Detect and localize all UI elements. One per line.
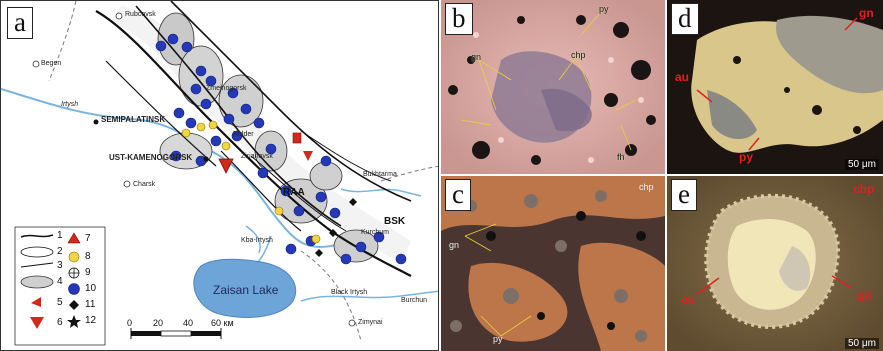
mineral-label-chp: chp (571, 50, 586, 60)
panel-label-d: d (671, 3, 699, 35)
legend-4: 4 (57, 276, 63, 287)
legend-2: 2 (57, 246, 63, 257)
legend-1: 1 (57, 230, 63, 241)
zone-bsk: BSK (384, 216, 406, 227)
mineral-label-py: py (599, 4, 609, 14)
zone-raa: RAA (283, 187, 305, 198)
micrograph-d (667, 0, 883, 174)
legend-7: 7 (85, 233, 91, 244)
mineral-label-chp: chp (853, 182, 875, 196)
place-ridder: Ridder (233, 131, 254, 138)
micrograph-e (667, 176, 883, 351)
place-zmeinogorsk: Zmeinogorsk (206, 85, 247, 92)
mineral-label-gn: gn (471, 52, 482, 62)
mineral-label-gn: gn (857, 288, 872, 302)
scale-bar-label: 50 μm (845, 338, 879, 349)
legend-11: 11 (85, 299, 96, 310)
place-kba: Kba-Irtysh (241, 237, 273, 244)
mineral-label-au: au (681, 292, 696, 306)
mineral-label-fh: fh (617, 152, 625, 162)
panel-label-e: e (671, 179, 697, 211)
legend-10: 10 (85, 283, 97, 294)
place-kurchum: Kurchum (361, 229, 390, 236)
scale-bar-label: 50 μm (845, 159, 879, 170)
place-zaisan-lake: Zaisan Lake (213, 283, 279, 297)
legend-6: 6 (57, 317, 63, 328)
mineral-label-au: au (675, 70, 690, 84)
place-ust-kamenogorsk: UST-KAMENOGORSK (109, 153, 193, 162)
place-zimynai: Zimynai (358, 319, 383, 326)
micrograph-b (441, 0, 665, 174)
place-burchun: Burchun (401, 297, 428, 304)
zaisan-lake (193, 258, 297, 318)
panel-d-micrograph: d au gn py 50 μm (667, 0, 883, 174)
place-irtysh: Irtysh (61, 101, 79, 108)
mineral-label-py: py (493, 334, 503, 344)
mineral-label-gn: gn (449, 240, 460, 250)
legend-5: 5 (57, 297, 63, 308)
panel-label-b: b (445, 3, 473, 35)
scale-tick-20: 20 (153, 318, 164, 328)
mineral-label-gn: gn (859, 6, 874, 20)
place-semipalatinsk: SEMIPALATINSK (101, 115, 166, 124)
place-black-irtysh: Black Irtysh (331, 289, 368, 296)
place-bukhtarma: Bukhtarma (363, 171, 397, 178)
map-drawing (1, 1, 438, 346)
panel-e-micrograph: e chp au gn 50 μm (667, 176, 883, 351)
legend-8: 8 (85, 251, 91, 262)
legend-9: 9 (85, 267, 91, 278)
panel-a-map: a Rubcovsk Begen Irtysh SEMIPALATINSK US… (0, 0, 439, 351)
place-charsk: Charsk (133, 181, 156, 188)
panel-b-micrograph: b gn py chp fh (441, 0, 665, 174)
scale-tick-0: 0 (127, 318, 133, 328)
panel-label-a: a (7, 7, 33, 39)
place-rubcovsk: Rubcovsk (125, 11, 156, 18)
micrograph-c (441, 176, 665, 351)
place-zirianovsk: Zirianovsk (241, 153, 273, 160)
legend-12: 12 (85, 315, 97, 326)
scale-tick-60: 60 км (211, 318, 234, 328)
legend-3: 3 (57, 260, 63, 271)
mineral-label-chp: chp (639, 182, 654, 192)
panel-label-c: c (445, 179, 471, 211)
mineral-label-py: py (739, 150, 754, 164)
scale-tick-40: 40 (183, 318, 194, 328)
panel-c-micrograph: c gn chp py (441, 176, 665, 351)
place-begen: Begen (41, 60, 62, 67)
